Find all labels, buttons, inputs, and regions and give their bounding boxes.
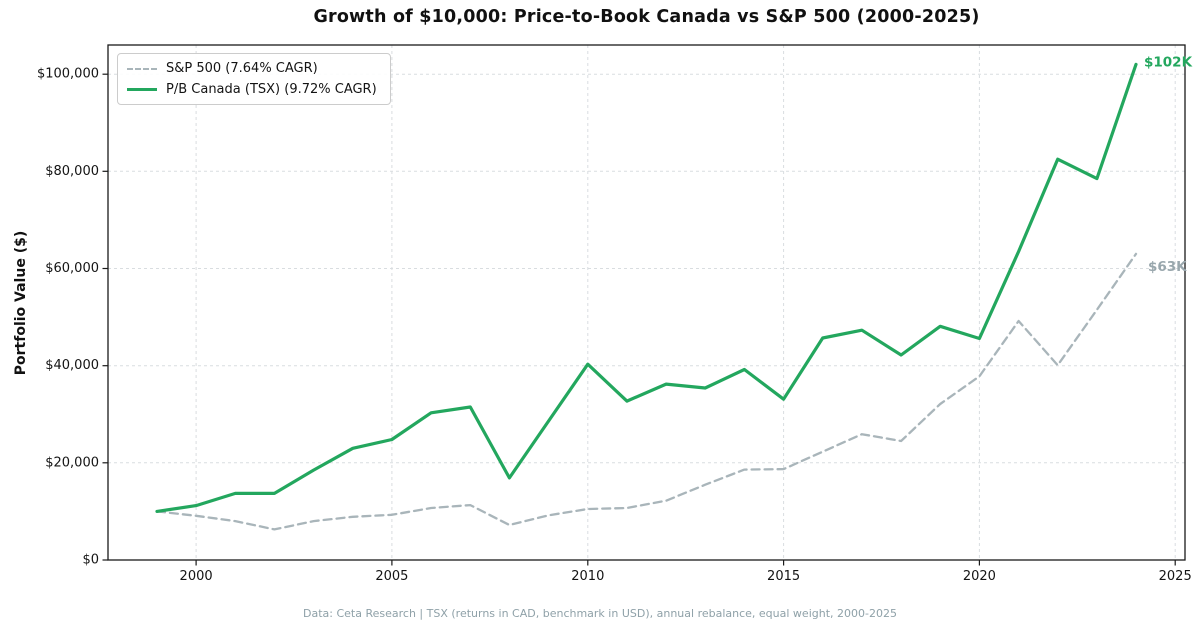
pb-canada-line-sample	[127, 88, 157, 91]
x-tick-label: 2000	[180, 569, 213, 584]
x-tick-label: 2015	[767, 569, 800, 584]
x-tick-label: 2025	[1159, 569, 1192, 584]
y-tick-label: $80,000	[45, 164, 99, 179]
axes-spines	[107, 44, 1186, 561]
footer-caption: Data: Ceta Research | TSX (returns in CA…	[303, 607, 897, 620]
legend-label-sp500: S&P 500 (7.64% CAGR)	[166, 61, 318, 76]
legend-label-pb-canada: P/B Canada (TSX) (9.72% CAGR)	[166, 82, 377, 97]
sp500-line	[155, 252, 1138, 531]
sp500-end-value-label: $63K	[1148, 259, 1187, 275]
y-tick-label: $0	[82, 553, 99, 568]
pb-canada-end-value-label: $102K	[1144, 54, 1193, 70]
x-tick-label: 2010	[571, 569, 604, 584]
legend-item-pb-canada: P/B Canada (TSX) (9.72% CAGR)	[127, 82, 377, 97]
x-tick-label: 2020	[963, 569, 996, 584]
x-tick-label: 2005	[375, 569, 408, 584]
y-tick-label: $40,000	[45, 358, 99, 373]
chart-title: Growth of $10,000: Price-to-Book Canada …	[313, 7, 980, 27]
legend: S&P 500 (7.64% CAGR) P/B Canada (TSX) (9…	[117, 53, 391, 105]
y-tick-label: $100,000	[37, 67, 99, 82]
y-tick-label: $60,000	[45, 261, 99, 276]
sp500-line-sample	[127, 67, 157, 70]
y-tick-label: $20,000	[45, 455, 99, 470]
legend-item-sp500: S&P 500 (7.64% CAGR)	[127, 61, 377, 76]
pb-canada-line	[155, 62, 1138, 513]
